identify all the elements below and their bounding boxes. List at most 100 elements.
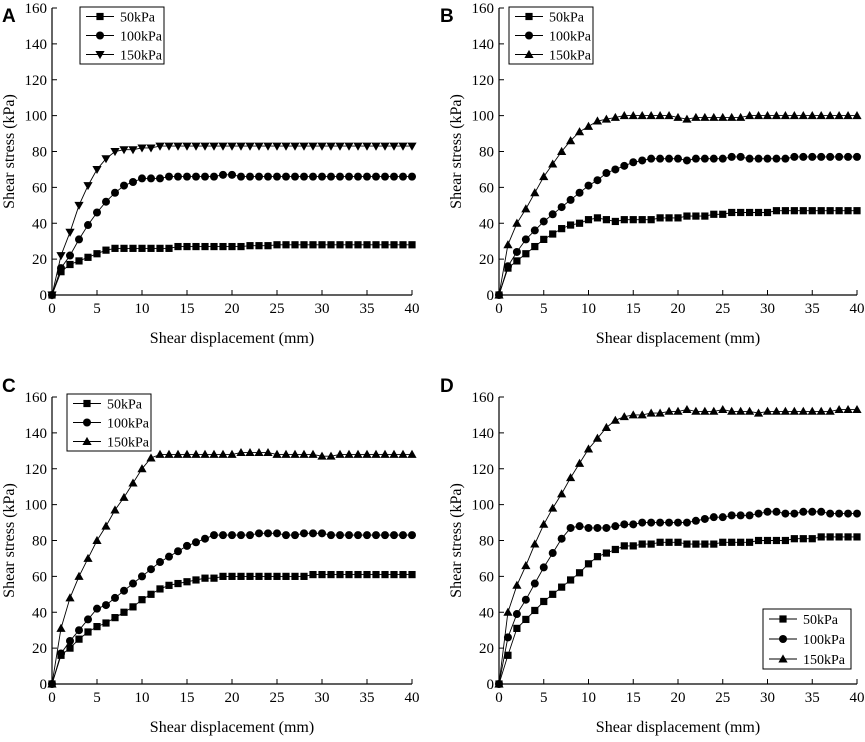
y-tick-label: 140 (25, 37, 48, 53)
data-point (309, 172, 317, 181)
y-tick-label: 40 (479, 216, 494, 232)
data-point (746, 538, 754, 546)
data-point (254, 448, 264, 457)
y-tick-label: 120 (472, 73, 495, 89)
data-point (237, 572, 245, 580)
data-point (255, 529, 263, 538)
data-point (647, 216, 655, 224)
data-point (291, 572, 299, 580)
data-point (236, 142, 246, 151)
data-point (336, 172, 344, 181)
x-axis-title: Shear displacement (mm) (596, 719, 760, 736)
data-point (539, 563, 548, 572)
data-point (610, 415, 620, 424)
series-100kPa (495, 507, 861, 688)
data-point (273, 572, 281, 580)
series-50kPa (48, 241, 416, 299)
data-point (165, 244, 173, 252)
data-point (646, 111, 656, 120)
data-point (110, 148, 120, 157)
data-point (629, 520, 638, 529)
data-point (826, 152, 835, 161)
data-point (692, 540, 700, 548)
data-point (682, 114, 692, 123)
data-point (219, 170, 227, 179)
data-point (174, 579, 182, 588)
data-point (512, 247, 521, 256)
y-tick-label: 40 (479, 605, 494, 621)
legend-marker (778, 654, 788, 663)
legend-label: 50kPa (803, 613, 839, 628)
legend-label: 100kPa (107, 417, 150, 432)
y-tick-label: 140 (25, 426, 48, 442)
data-point (808, 535, 816, 543)
data-point (129, 603, 137, 611)
data-point (844, 533, 852, 541)
data-point (754, 154, 763, 163)
data-point (530, 226, 539, 235)
data-point (826, 207, 834, 215)
data-point (111, 593, 119, 602)
data-point (200, 142, 210, 151)
data-point (210, 242, 218, 251)
data-point (246, 172, 254, 181)
data-point (763, 154, 772, 163)
data-point (66, 644, 74, 652)
data-point (853, 509, 861, 518)
data-point (407, 449, 417, 458)
data-point (602, 216, 610, 224)
data-point (389, 142, 399, 151)
x-tick-label: 10 (581, 690, 596, 706)
data-point (754, 208, 763, 217)
data-point (674, 518, 682, 527)
data-point (530, 579, 539, 588)
legend: 50kPa 100kPa 150kPa (66, 393, 152, 452)
legend-label: 100kPa (120, 30, 163, 45)
data-point (593, 214, 602, 222)
data-point (709, 406, 719, 415)
data-point (372, 241, 380, 249)
data-point (844, 207, 852, 215)
data-point (647, 540, 655, 548)
y-tick-label: 60 (32, 180, 47, 196)
legend-marker (83, 418, 91, 427)
data-point (710, 540, 718, 548)
data-point (566, 195, 575, 204)
legend-label: 50kPa (107, 398, 143, 413)
data-point (592, 433, 603, 442)
data-point (737, 208, 745, 217)
data-point (629, 216, 637, 224)
data-point (398, 449, 408, 458)
x-tick-label: 0 (495, 301, 503, 317)
data-point (101, 521, 111, 530)
data-point (807, 111, 817, 120)
y-tick-label: 80 (32, 534, 47, 550)
data-point (399, 531, 407, 540)
data-point (637, 410, 647, 419)
data-point (575, 522, 584, 531)
y-tick-label: 140 (472, 426, 495, 442)
data-point (655, 111, 665, 120)
data-point (282, 531, 290, 540)
y-axis-title: Shear stress (kPa) (448, 483, 465, 598)
data-point (826, 509, 835, 518)
panel-letter: C (2, 376, 16, 397)
data-point (119, 492, 129, 501)
x-tick-label: 25 (270, 690, 285, 706)
data-point (228, 170, 236, 179)
data-point (799, 535, 807, 543)
data-point (138, 596, 146, 604)
data-point (111, 188, 119, 197)
data-point (282, 241, 290, 249)
y-axis-title: Shear stress (kPa) (1, 483, 18, 598)
data-point (817, 152, 826, 161)
data-point (137, 464, 147, 473)
series-line (498, 210, 857, 296)
data-point (673, 406, 683, 415)
data-point (790, 509, 799, 518)
data-point (503, 633, 512, 642)
data-point (390, 531, 398, 540)
data-point (318, 570, 326, 579)
data-point (575, 188, 584, 197)
data-point (701, 212, 709, 220)
